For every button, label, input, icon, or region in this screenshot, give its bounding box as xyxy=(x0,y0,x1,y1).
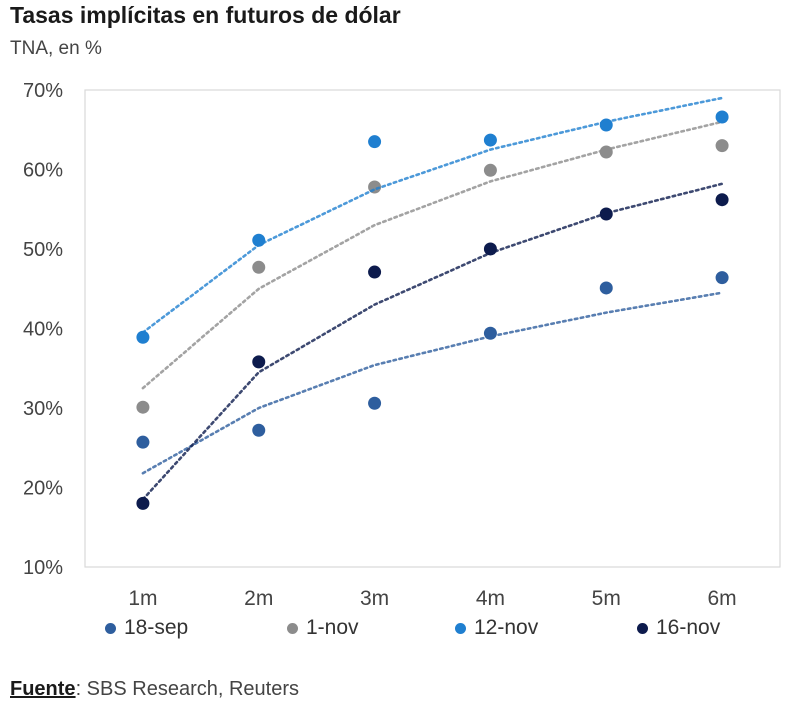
data-point-16-nov xyxy=(136,496,150,510)
data-point-1-nov xyxy=(715,139,729,153)
trendline-18-sep xyxy=(141,291,724,475)
data-point-16-nov xyxy=(368,265,382,279)
source-text: : SBS Research, Reuters xyxy=(75,678,299,700)
data-point-1-nov xyxy=(599,145,613,159)
x-tick-label: 5m xyxy=(592,587,621,610)
data-point-12-nov xyxy=(599,118,613,132)
data-point-1-nov xyxy=(483,163,497,177)
trendline-16-nov xyxy=(141,182,724,501)
legend-marker xyxy=(455,622,466,634)
data-point-1-nov xyxy=(252,260,266,274)
data-point-18-sep xyxy=(599,281,613,295)
x-tick-label: 1m xyxy=(128,587,157,610)
data-point-18-sep xyxy=(368,396,382,410)
x-tick-label: 3m xyxy=(360,587,389,610)
legend-marker xyxy=(105,622,116,634)
data-point-12-nov xyxy=(715,110,729,124)
y-tick-label: 30% xyxy=(23,398,63,420)
data-point-12-nov xyxy=(252,233,266,247)
scatter-chart: 10% 20% 30% 40% 50% 60% 70% 1m 2m 3m 4m 5m 6m xyxy=(23,80,781,610)
data-point-1-nov xyxy=(136,400,150,414)
legend-label: 18-sep xyxy=(124,616,189,639)
chart-subtitle: TNA, en % xyxy=(10,38,102,59)
legend-label: 12-nov xyxy=(474,616,539,639)
y-tick-label: 70% xyxy=(23,80,63,102)
x-tick-label: 6m xyxy=(707,587,736,610)
x-tick-label: 2m xyxy=(244,587,273,610)
legend-label: 1-nov xyxy=(306,616,359,639)
data-point-12-nov xyxy=(136,330,150,344)
trendline-1-nov xyxy=(141,120,724,390)
y-tick-label: 40% xyxy=(23,319,63,341)
data-point-16-nov xyxy=(599,207,613,221)
data-point-16-nov xyxy=(483,242,497,256)
legend-marker xyxy=(637,622,648,634)
data-point-12-nov xyxy=(483,133,497,147)
data-point-16-nov xyxy=(715,193,729,207)
data-point-18-sep xyxy=(136,435,150,449)
legend-item-18-sep: 18-sep xyxy=(105,616,188,640)
legend-label: 16-nov xyxy=(656,616,721,639)
y-tick-label: 20% xyxy=(23,478,63,500)
chart-title: Tasas implícitas en futuros de dólar xyxy=(10,2,401,28)
data-point-18-sep xyxy=(483,326,497,340)
plot-area-border xyxy=(84,89,781,568)
legend-item-1-nov: 1-nov xyxy=(287,616,359,640)
chart-legend: 18-sep 1-nov 12-nov 16-nov xyxy=(0,616,800,646)
data-point-18-sep xyxy=(715,271,729,285)
y-tick-label: 10% xyxy=(23,557,63,579)
y-tick-label: 50% xyxy=(23,239,63,261)
x-tick-label: 4m xyxy=(476,587,505,610)
legend-item-16-nov: 16-nov xyxy=(637,616,720,640)
trendline-12-nov xyxy=(141,96,724,334)
data-point-18-sep xyxy=(252,423,266,437)
source-label: Fuente xyxy=(10,678,76,700)
data-point-16-nov xyxy=(252,355,266,369)
legend-marker xyxy=(287,622,298,634)
source-note: Fuente: SBS Research, Reuters xyxy=(10,678,299,701)
legend-item-12-nov: 12-nov xyxy=(455,616,538,640)
data-point-12-nov xyxy=(368,135,382,149)
y-tick-label: 60% xyxy=(23,160,63,182)
